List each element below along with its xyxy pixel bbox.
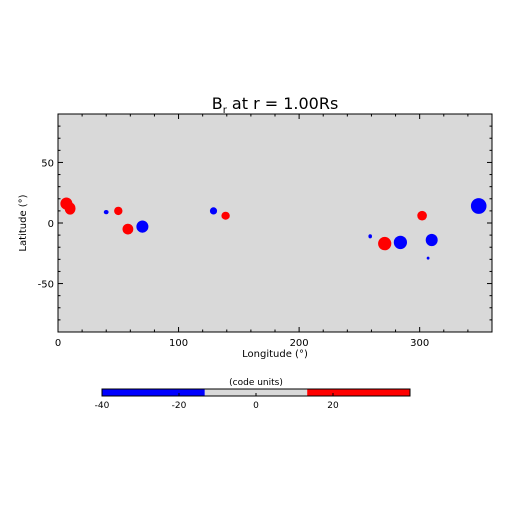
- title-rest: at r = 1.00Rs: [227, 94, 338, 113]
- field-blob-positive: [417, 210, 427, 221]
- field-blob-positive: [64, 202, 76, 215]
- field-blob-negative: [368, 234, 373, 239]
- field-blob-negative: [136, 220, 149, 233]
- field-blob-positive: [114, 206, 123, 216]
- field-blob-negative: [426, 256, 430, 260]
- x-tick-label: 100: [169, 338, 188, 349]
- colorbar-segment: [204, 389, 308, 396]
- axis-ticks: 0 100 200 300 -50 0 50: [38, 113, 493, 349]
- colorbar-title: (code units): [229, 378, 283, 388]
- field-blob-negative: [209, 207, 218, 215]
- title-sub: r: [223, 105, 228, 116]
- title-main: B: [212, 94, 223, 113]
- field-blob-negative: [470, 198, 487, 214]
- x-tick-label: 0: [55, 338, 61, 349]
- y-tick-label: 50: [41, 158, 54, 169]
- x-axis-title: Longitude (°): [242, 349, 308, 360]
- colorbar: -40 -20 0 20: [95, 388, 411, 411]
- y-tick-label: -50: [38, 280, 54, 291]
- field-blob-positive: [122, 223, 134, 235]
- x-tick-label: 300: [410, 338, 429, 349]
- field-blob-positive: [378, 236, 392, 251]
- colorbar-tick-label: 20: [327, 401, 339, 411]
- colorbar-tick-label: -40: [95, 401, 110, 411]
- colorbar-segment: [307, 389, 410, 396]
- field-blob-negative: [393, 235, 407, 250]
- field-blob-positive: [221, 211, 230, 220]
- y-axis-title: Latitude (°): [18, 194, 29, 251]
- x-tick-label: 200: [290, 338, 309, 349]
- field-blob-negative: [103, 210, 109, 215]
- field-blobs: [60, 197, 487, 260]
- chart-title: Br at r = 1.00Rs: [212, 94, 339, 116]
- y-tick-label: 0: [48, 219, 54, 230]
- colorbar-tick-label: 0: [253, 401, 259, 411]
- colorbar-tick-label: -20: [172, 401, 187, 411]
- colorbar-segment: [102, 389, 205, 396]
- plot-background: [58, 114, 492, 332]
- field-blob-negative: [425, 233, 438, 247]
